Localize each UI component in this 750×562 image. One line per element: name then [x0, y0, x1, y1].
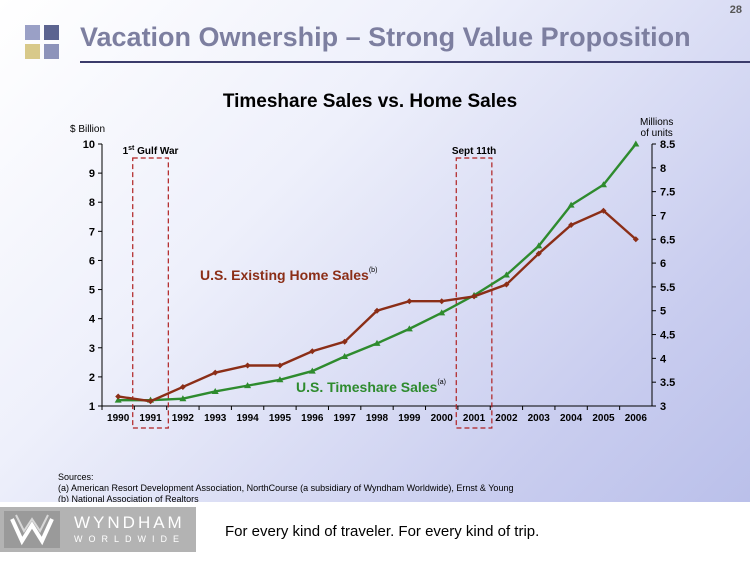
- left-tick-label: 9: [89, 168, 95, 180]
- x-tick-label: 1995: [269, 413, 292, 424]
- left-tick-label: 6: [89, 255, 95, 267]
- right-tick-label: 6.5: [660, 234, 675, 246]
- annotation-label-1: Sept 11th: [452, 146, 496, 157]
- right-axis-label-line2: of units: [640, 128, 673, 139]
- series-1-point: [600, 207, 607, 214]
- series-1-point: [276, 362, 283, 369]
- series-0-point: [276, 376, 284, 383]
- series-1-point: [632, 236, 639, 243]
- slide-title: Vacation Ownership – Strong Value Propos…: [80, 22, 691, 52]
- sources-heading: Sources:: [58, 472, 94, 482]
- title-divider: [80, 61, 750, 63]
- series-0-point: [244, 382, 252, 389]
- series-0-point: [114, 396, 122, 403]
- annotation-label-0: 1st Gulf War: [123, 145, 179, 157]
- series-1-point: [309, 348, 316, 355]
- line-chart: 1 2 3 4 5 6 7 8 9 10 3 3.5 4 4.5 5 5.5 6 6.5 7 7.5 8 8.5 1990 1…: [83, 139, 675, 429]
- right-axis-label-line1: Millions: [640, 117, 674, 128]
- series-0-point: [632, 140, 640, 147]
- x-tick-label: 2006: [625, 413, 648, 424]
- sources: Sources: (a) American Resort Development…: [58, 472, 513, 505]
- x-tick-label: 1994: [236, 413, 259, 424]
- series-0-point: [341, 353, 349, 360]
- right-tick-label: 5.5: [660, 282, 675, 294]
- page-number: 28: [729, 4, 742, 16]
- series-1-point: [471, 293, 478, 300]
- series-0-point: [535, 242, 543, 249]
- x-tick-label: 1996: [301, 413, 324, 424]
- tagline: For every kind of traveler. For every ki…: [225, 523, 540, 540]
- series-0-point: [211, 387, 219, 394]
- series-line-1: [118, 209, 637, 403]
- x-tick-label: 2005: [592, 413, 615, 424]
- series-1-point: [503, 281, 510, 288]
- x-tick-label: 2000: [431, 413, 454, 424]
- left-axis-label: $ Billion: [70, 124, 106, 135]
- series-1-point: [147, 398, 154, 405]
- x-tick-label: 1999: [398, 413, 421, 424]
- x-tick-label: 1990: [107, 413, 130, 424]
- x-tick-label: 1998: [366, 413, 389, 424]
- wyndham-logo: WYNDHAM WORLDWIDE: [0, 507, 196, 552]
- series-0-point: [567, 201, 575, 208]
- logo-wordmark: WYNDHAM: [74, 513, 185, 532]
- series-0-point: [405, 325, 413, 332]
- right-axis-label: Millions of units: [640, 117, 673, 139]
- x-tick-label: 2001: [463, 413, 486, 424]
- right-tick-label: 7.5: [660, 187, 675, 199]
- left-tick-label: 10: [83, 139, 95, 151]
- series-0-point: [502, 271, 510, 278]
- x-tick-label: 1991: [139, 413, 162, 424]
- right-tick-label: 3: [660, 401, 666, 413]
- x-tick-label: 2003: [528, 413, 551, 424]
- series-label-1: U.S. Timeshare Sales(a): [296, 379, 446, 395]
- series-0-point: [373, 339, 381, 346]
- x-tick-label: 1992: [172, 413, 195, 424]
- annotation-box-0: [132, 157, 169, 429]
- left-tick-label: 5: [89, 285, 95, 297]
- right-tick-label: 6: [660, 258, 666, 270]
- series-1-point: [244, 362, 251, 369]
- left-tick-label: 7: [89, 226, 95, 238]
- right-tick-label: 5: [660, 306, 666, 318]
- left-tick-label: 8: [89, 197, 95, 209]
- chart-title: Timeshare Sales vs. Home Sales: [222, 91, 518, 112]
- left-tick-label: 3: [89, 343, 95, 355]
- logo-subtitle: WORLDWIDE: [74, 534, 185, 544]
- right-tick-label: 3.5: [660, 377, 675, 389]
- wyndham-logo-mark-icon: [4, 511, 60, 548]
- left-tick-label: 1: [89, 401, 95, 413]
- series-1-point: [179, 383, 186, 390]
- series-1-point: [568, 221, 575, 228]
- right-tick-label: 7: [660, 210, 666, 222]
- series-label-0: U.S. Existing Home Sales(b): [200, 267, 377, 283]
- series-0-point: [179, 395, 187, 402]
- right-tick-label: 8: [660, 163, 666, 175]
- x-tick-label: 2002: [495, 413, 518, 424]
- x-tick-label: 1993: [204, 413, 227, 424]
- decorative-squares-icon: [25, 25, 61, 61]
- series-1-point: [406, 298, 413, 305]
- series-0-point: [599, 181, 607, 188]
- series-1-point: [535, 250, 542, 257]
- x-tick-label: 1997: [334, 413, 357, 424]
- series-1-point: [212, 369, 219, 376]
- source-a: (a) American Resort Development Associat…: [58, 483, 514, 493]
- right-tick-label: 4: [660, 353, 667, 365]
- right-tick-label: 8.5: [660, 139, 675, 151]
- right-tick-label: 4.5: [660, 330, 675, 342]
- series-1-point: [115, 393, 122, 400]
- series-1-point: [438, 298, 445, 305]
- annotation-box-1: [455, 157, 493, 429]
- source-b: (b) National Association of Realtors: [58, 494, 199, 504]
- series-1-point: [374, 307, 380, 314]
- left-tick-label: 2: [89, 372, 95, 384]
- series-1-point: [341, 338, 348, 345]
- series-0-point: [308, 367, 316, 374]
- series-0-point: [438, 309, 446, 316]
- left-tick-label: 4: [89, 314, 96, 326]
- x-tick-label: 2004: [560, 413, 583, 424]
